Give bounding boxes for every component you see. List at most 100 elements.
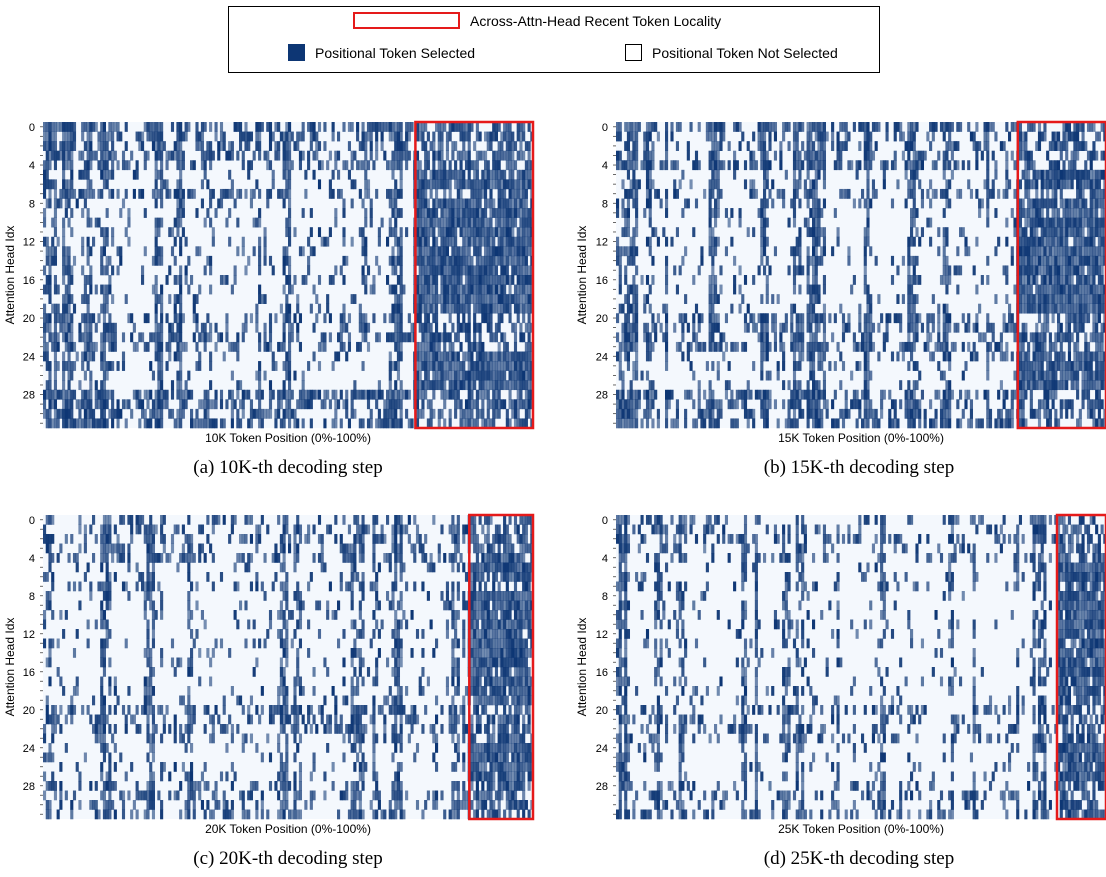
- heatmap-cell: [714, 208, 718, 218]
- heatmap-cell: [89, 341, 93, 352]
- heatmap-cell: [1103, 236, 1106, 247]
- heatmap-cell: [230, 141, 234, 151]
- heatmap-cell: [673, 265, 677, 276]
- heatmap-cell: [132, 322, 136, 333]
- heatmap-cell: [391, 198, 395, 209]
- heatmap-cell: [100, 284, 104, 295]
- heatmap-cell: [1078, 284, 1082, 295]
- heatmap-cell: [1086, 351, 1091, 362]
- heatmap-cell: [394, 265, 398, 276]
- heatmap-cell: [1059, 380, 1063, 391]
- heatmap-cell: [790, 246, 794, 257]
- heatmap-cell: [1078, 208, 1082, 218]
- heatmap-cell: [170, 322, 175, 333]
- heatmap-cell: [386, 408, 390, 419]
- y-tick-label: 24: [23, 351, 35, 363]
- heatmap-cell: [312, 150, 316, 161]
- heatmap-cell: [1092, 303, 1096, 314]
- heatmap-cell: [912, 380, 916, 391]
- heatmap-cell: [519, 351, 523, 362]
- heatmap-cell: [527, 399, 531, 410]
- heatmap-cell: [492, 408, 496, 419]
- heatmap-cell: [1092, 294, 1096, 304]
- heatmap-cell: [814, 255, 818, 266]
- heatmap-cell: [492, 389, 496, 400]
- heatmap-cell: [440, 361, 444, 371]
- heatmap-cell: [426, 303, 430, 314]
- heatmap-cell: [1100, 198, 1104, 209]
- heatmap-cell: [448, 351, 452, 362]
- heatmap-cell: [768, 265, 772, 276]
- heatmap-cell: [681, 208, 685, 218]
- heatmap-cell: [519, 131, 523, 142]
- heatmap-cell: [426, 227, 430, 238]
- heatmap-cell: [1032, 370, 1036, 381]
- heatmap-cell: [448, 294, 452, 304]
- heatmap-cell: [956, 246, 960, 257]
- heatmap-cell: [424, 294, 428, 304]
- heatmap-cell: [108, 131, 112, 142]
- heatmap-cell: [456, 265, 460, 276]
- heatmap-cell: [635, 332, 639, 343]
- heatmap-cell: [863, 141, 867, 151]
- heatmap-cell: [358, 341, 362, 352]
- heatmap-cell: [806, 131, 810, 142]
- heatmap-cell: [62, 408, 66, 419]
- heatmap-cell: [665, 399, 669, 410]
- heatmap-cell: [1092, 322, 1096, 333]
- heatmap-cell: [345, 351, 349, 362]
- heatmap-cell: [632, 169, 636, 180]
- heatmap-cell: [45, 150, 49, 161]
- heatmap-cell: [494, 227, 499, 238]
- heatmap-cell: [64, 361, 68, 371]
- heatmap-cell: [489, 370, 493, 381]
- heatmap-cell: [931, 188, 935, 199]
- heatmap-cell: [211, 227, 215, 238]
- heatmap-cell: [342, 255, 346, 266]
- heatmap-cell: [1027, 341, 1031, 352]
- heatmap-cell: [454, 389, 458, 400]
- heatmap-cell: [492, 227, 496, 238]
- heatmap-cell: [1048, 217, 1052, 228]
- heatmap-cell: [263, 322, 267, 333]
- heatmap-cell: [59, 141, 63, 151]
- heatmap-cell: [293, 313, 297, 324]
- heatmap-cell: [513, 341, 518, 352]
- heatmap-cell: [72, 361, 77, 371]
- heatmap-cell: [629, 188, 633, 199]
- heatmap-cell: [1051, 169, 1055, 180]
- heatmap-cell: [198, 332, 202, 343]
- heatmap-cell: [102, 332, 107, 343]
- heatmap-cell: [459, 217, 463, 228]
- heatmap-cell: [92, 341, 96, 352]
- heatmap-cell: [1046, 294, 1050, 304]
- heatmap-cell: [1040, 217, 1044, 228]
- heatmap-cell: [53, 255, 58, 266]
- heatmap-cell: [320, 160, 324, 171]
- heatmap-cell: [814, 265, 818, 276]
- heatmap-cell: [939, 122, 944, 132]
- heatmap-cell: [274, 361, 278, 371]
- heatmap-cell: [1057, 179, 1061, 190]
- heatmap-cell: [48, 198, 52, 209]
- heatmap-cell: [443, 160, 447, 171]
- heatmap-cell: [157, 322, 161, 333]
- heatmap-cell: [53, 361, 58, 371]
- heatmap-cell: [809, 313, 813, 324]
- heatmap-cell: [157, 169, 161, 180]
- heatmap-cell: [907, 236, 911, 247]
- heatmap-cell: [817, 351, 821, 362]
- heatmap-cell: [814, 341, 818, 352]
- heatmap-cell: [1092, 208, 1096, 218]
- heatmap-cell: [59, 322, 63, 333]
- heatmap-cell: [429, 294, 433, 304]
- heatmap-cell: [1103, 122, 1106, 132]
- heatmap-cell: [784, 313, 788, 324]
- heatmap-cell: [288, 160, 292, 171]
- heatmap-cell: [464, 275, 469, 285]
- heatmap-cell: [907, 246, 911, 257]
- heatmap-cell: [522, 150, 526, 161]
- heatmap-cell: [334, 217, 338, 228]
- heatmap-cell: [239, 399, 243, 410]
- x-axis-title: 10K Token Position (0%-100%): [205, 431, 371, 445]
